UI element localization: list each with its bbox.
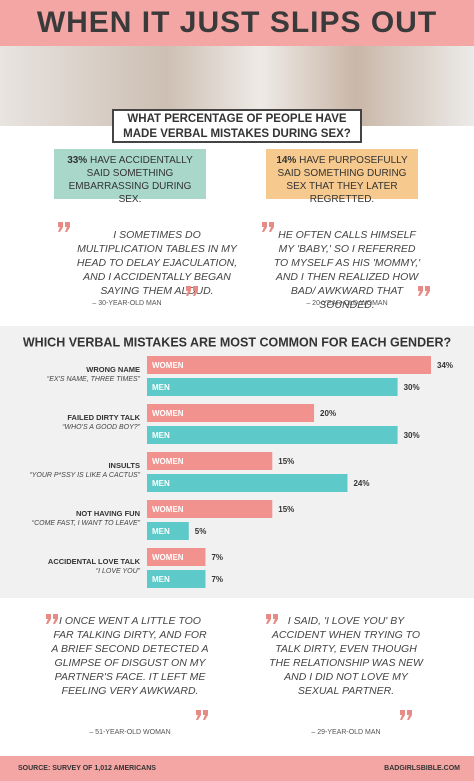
footer: SOURCE: SURVEY OF 1,012 AMERICANS BADGIR… bbox=[0, 756, 474, 781]
source: SOURCE: SURVEY OF 1,012 AMERICANS bbox=[18, 765, 156, 772]
quote-author: – 20-YEAR-OLD WOMAN bbox=[306, 300, 388, 307]
category-label: WRONG NAME bbox=[86, 365, 140, 374]
value-label: 30% bbox=[404, 431, 420, 440]
value-label: 15% bbox=[278, 505, 294, 514]
value-label: 5% bbox=[195, 527, 207, 536]
category-label: INSULTS bbox=[108, 461, 140, 470]
quote-author: – 29-YEAR-OLD MAN bbox=[311, 729, 381, 736]
bar-series-label: WOMEN bbox=[152, 361, 184, 370]
bar bbox=[147, 452, 273, 470]
category-example: “YOUR P*SSY IS LIKE A CACTUS” bbox=[29, 472, 140, 479]
stat-percent: 33% bbox=[67, 155, 88, 166]
value-label: 7% bbox=[211, 575, 223, 584]
bar-series-label: WOMEN bbox=[152, 553, 184, 562]
bar bbox=[147, 356, 431, 374]
bar bbox=[147, 548, 206, 566]
chart-title: WHICH VERBAL MISTAKES ARE MOST COMMON FO… bbox=[23, 335, 451, 349]
bar bbox=[147, 426, 398, 444]
value-label: 15% bbox=[278, 457, 294, 466]
bar-series-label: MEN bbox=[152, 479, 170, 488]
value-label: 30% bbox=[404, 383, 420, 392]
bar-series-label: MEN bbox=[152, 527, 170, 536]
title: WHEN IT JUST SLIPS OUT bbox=[0, 0, 474, 46]
bar bbox=[147, 404, 315, 422]
value-label: 7% bbox=[211, 553, 223, 562]
quote: I ONCE WENT A LITTLE TOO FAR TALKING DIR… bbox=[51, 615, 209, 697]
category-example: “WHO'S A GOOD BOY?” bbox=[62, 424, 140, 431]
bar-series-label: WOMEN bbox=[152, 457, 184, 466]
category-example: “COME FAST, I WANT TO LEAVE” bbox=[32, 520, 141, 527]
question: WHAT PERCENTAGE OF PEOPLE HAVE MADE VERB… bbox=[112, 109, 362, 143]
bar-series-label: MEN bbox=[152, 575, 170, 584]
chart: WHICH VERBAL MISTAKES ARE MOST COMMON FO… bbox=[0, 326, 474, 598]
stat-box: 14% HAVE PURPOSEFULLY SAID SOMETHING DUR… bbox=[266, 149, 418, 205]
quote: I SOMETIMES DO MULTIPLICATION TABLES IN … bbox=[76, 229, 238, 297]
category-label: NOT HAVING FUN bbox=[76, 509, 140, 518]
category-example: “EX'S NAME, THREE TIMES” bbox=[47, 376, 141, 383]
stat-percent: 14% bbox=[276, 155, 297, 166]
quote-author: – 30-YEAR-OLD MAN bbox=[92, 300, 162, 307]
site: BADGIRLSBIBLE.COM bbox=[384, 765, 460, 772]
value-label: 24% bbox=[353, 479, 369, 488]
bar-series-label: MEN bbox=[152, 431, 170, 440]
quote-author: – 51-YEAR-OLD WOMAN bbox=[89, 729, 171, 736]
bar bbox=[147, 378, 398, 396]
bar bbox=[147, 570, 206, 588]
value-label: 20% bbox=[320, 409, 336, 418]
bar bbox=[147, 500, 273, 518]
stat-box: 33% HAVE ACCIDENTALLY SAID SOMETHING EMB… bbox=[54, 149, 206, 205]
value-label: 34% bbox=[437, 361, 453, 370]
bar-series-label: WOMEN bbox=[152, 505, 184, 514]
bar bbox=[147, 474, 348, 492]
quote: HE OFTEN CALLS HIMSELF MY 'BABY,' SO I R… bbox=[273, 229, 421, 311]
bar-series-label: WOMEN bbox=[152, 409, 184, 418]
category-label: ACCIDENTAL LOVE TALK bbox=[48, 557, 141, 566]
bar bbox=[147, 522, 189, 540]
stat-text: HAVE PURPOSEFULLY SAID SOMETHING DURING … bbox=[277, 155, 408, 205]
quote: I SAID, 'I LOVE YOU' BY ACCIDENT WHEN TR… bbox=[269, 615, 423, 697]
category-example: “I LOVE YOU” bbox=[96, 568, 141, 575]
bar-series-label: MEN bbox=[152, 383, 170, 392]
stat-text: HAVE ACCIDENTALLY SAID SOMETHING EMBARRA… bbox=[68, 155, 193, 205]
category-label: FAILED DIRTY TALK bbox=[67, 413, 140, 422]
